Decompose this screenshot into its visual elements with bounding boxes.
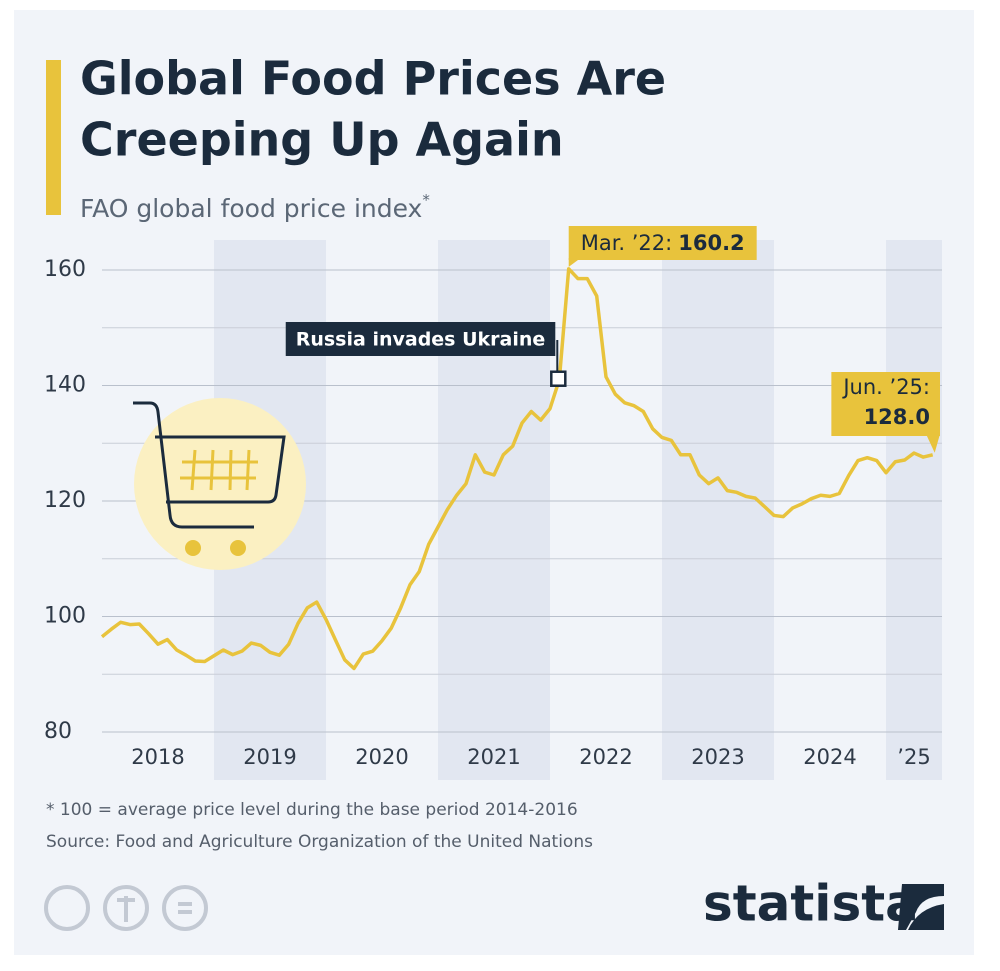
annotation-box	[831, 372, 940, 436]
cart-frame	[133, 401, 254, 529]
license-icons	[44, 885, 208, 931]
x-tick-label: 2020	[355, 745, 408, 769]
footnote: * 100 = average price level during the b…	[46, 800, 578, 820]
source: Source: Food and Agriculture Organizatio…	[46, 832, 593, 852]
y-tick-label: 160	[44, 257, 86, 282]
data-line	[100, 267, 934, 671]
cart-wheel	[185, 540, 201, 556]
accent-bar	[46, 60, 61, 215]
icon-glyphs	[117, 896, 192, 922]
nd-icon	[162, 885, 208, 931]
annotation-pointer	[568, 258, 581, 267]
subtitle-text: FAO global food price index	[80, 194, 422, 223]
chart-subtitle: FAO global food price index*	[80, 191, 430, 224]
brand-mark	[898, 884, 944, 930]
value-label: 160.2	[678, 231, 744, 255]
annotation-label: Jun. ’25:	[841, 375, 930, 399]
value-label: 128.0	[864, 405, 930, 429]
cart-lines	[180, 449, 258, 491]
x-tick-label: 2024	[803, 745, 856, 769]
year-band	[438, 240, 550, 780]
chart-title: Creeping Up Again	[80, 113, 564, 167]
annotation-box	[285, 322, 556, 356]
year-band	[886, 240, 942, 780]
annotation-label: Mar. ’22:	[581, 231, 673, 255]
x-tick-label: 2018	[131, 745, 184, 769]
x-tick-label: 2023	[691, 745, 744, 769]
annotation-pointer	[926, 434, 940, 453]
y-tick-label: 140	[44, 373, 86, 398]
y-tick-label: 100	[44, 604, 86, 629]
x-tick-label: 2022	[579, 745, 632, 769]
cc-icon	[44, 885, 90, 931]
x-tick-label: 2019	[243, 745, 296, 769]
subtitle-note: *	[422, 191, 430, 209]
y-tick-label: 80	[44, 719, 72, 744]
x-tick-label: 2021	[467, 745, 520, 769]
year-band	[662, 240, 774, 780]
cart-basket	[155, 435, 286, 504]
y-tick-label: 120	[44, 488, 86, 513]
cart-icon	[133, 398, 306, 570]
by-icon	[103, 885, 149, 931]
chart-title: Global Food Prices Are	[80, 52, 666, 106]
plot: Mar. ’22: 160.2 Jun. ’25: 128.0 Russia invad…	[100, 226, 940, 671]
grid: 80 100 120 140 160 2018 2019 2020 2021 2022 2023 20…	[44, 257, 942, 769]
annotation-box	[568, 226, 757, 260]
annotation: Mar. ’22: 160.2	[568, 226, 757, 267]
x-tick-label: ’25	[897, 745, 930, 769]
brand-logo: statista	[703, 875, 919, 933]
annotation-label: Russia invades Ukraine	[296, 329, 546, 351]
event-marker	[550, 370, 567, 387]
cart-wheel	[230, 540, 246, 556]
annotation: Russia invades Ukraine	[285, 322, 567, 387]
annotation: Jun. ’25: 128.0	[831, 372, 940, 453]
